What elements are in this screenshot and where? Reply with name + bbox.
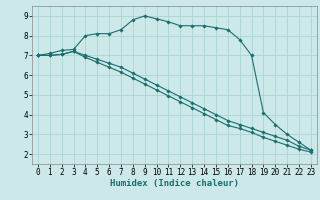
X-axis label: Humidex (Indice chaleur): Humidex (Indice chaleur) <box>110 179 239 188</box>
